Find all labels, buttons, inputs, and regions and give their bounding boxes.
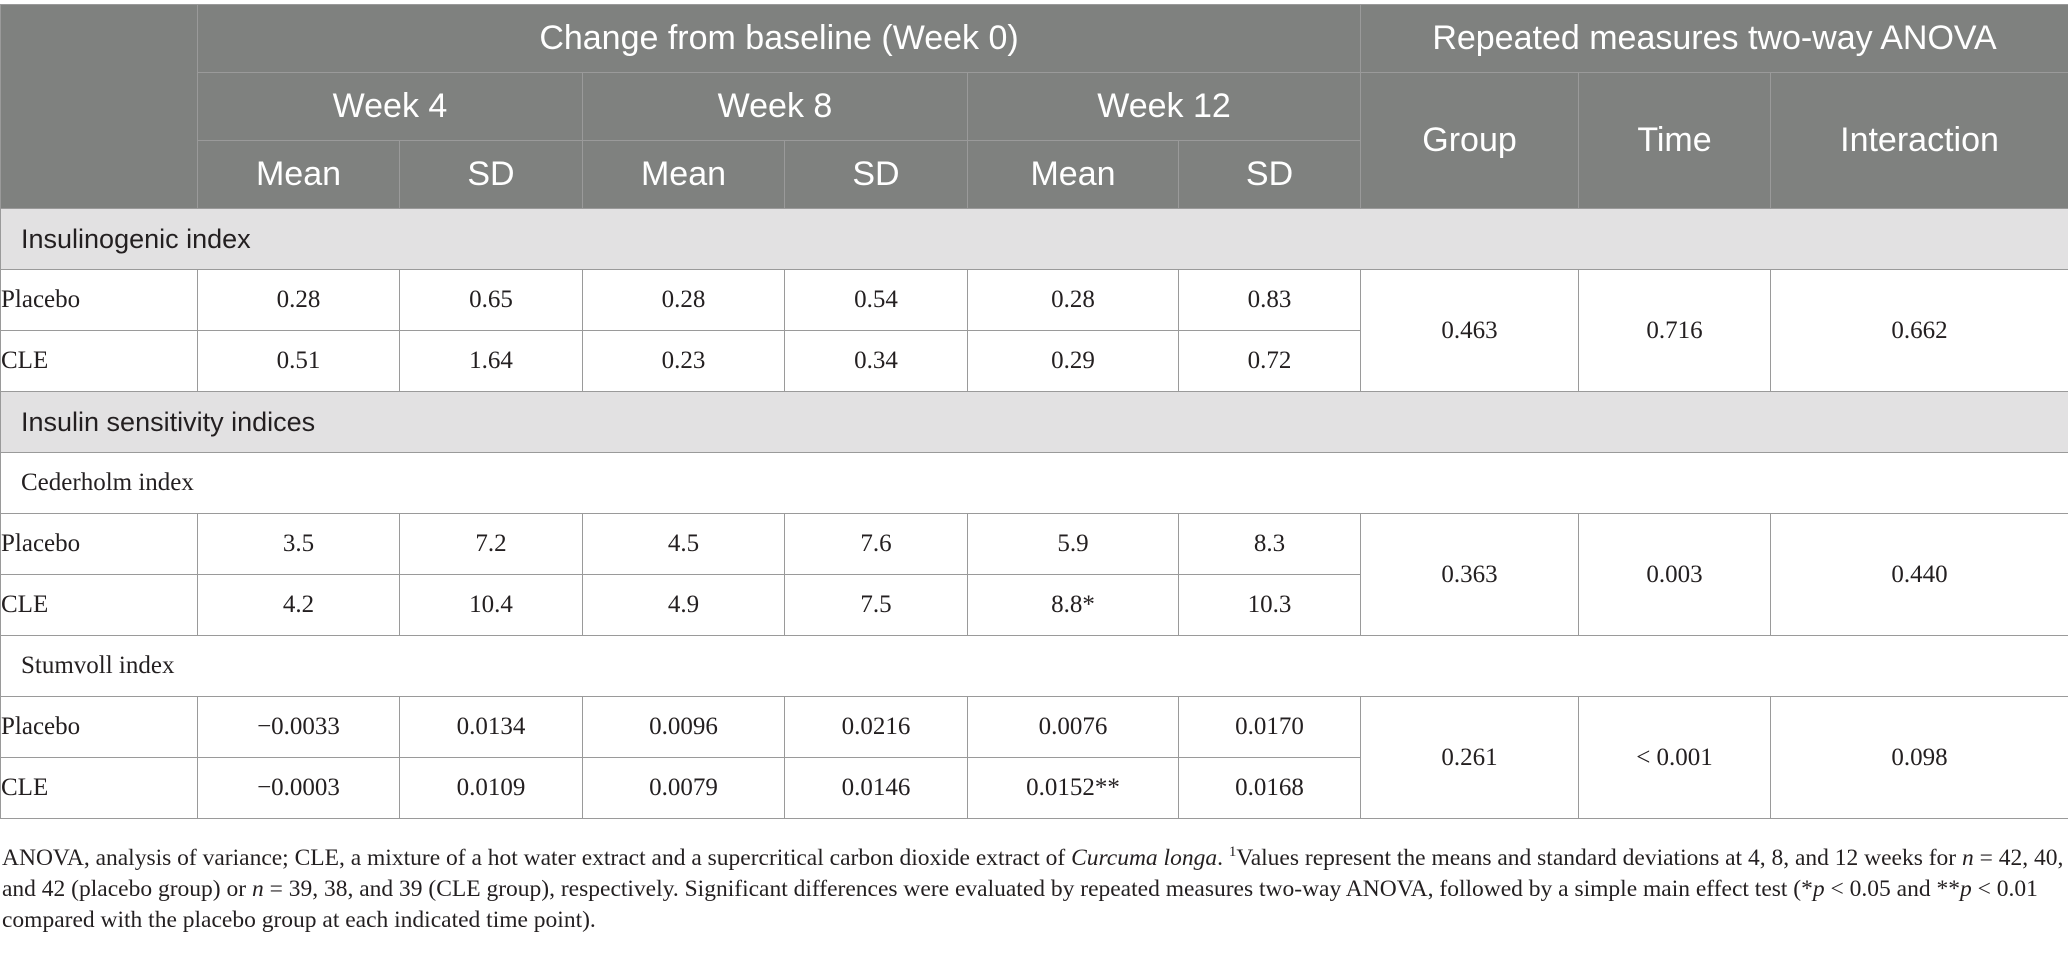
value-cell: 1.64 — [399, 330, 583, 392]
subsection-title: Stumvoll index — [0, 635, 2068, 697]
value-cell: 0.0170 — [1177, 696, 1362, 758]
value-cell: 0.0109 — [399, 757, 583, 819]
footnote-italic-n: n — [251, 876, 264, 902]
value-cell: 0.0146 — [784, 757, 968, 819]
table-header: Change from baseline (Week 0) Repeated m… — [0, 4, 2068, 209]
value-cell: 7.6 — [784, 513, 968, 575]
value-cell: 0.65 — [399, 269, 583, 331]
anova-header: Repeated measures two-way ANOVA — [1360, 4, 2068, 73]
change-from-baseline-header: Change from baseline (Week 0) — [196, 4, 1362, 73]
value-cell: 0.0096 — [582, 696, 785, 758]
results-table: Change from baseline (Week 0) Repeated m… — [0, 4, 2068, 819]
table-footnote: ANOVA, analysis of variance; CLE, a mixt… — [2, 843, 2064, 936]
footnote-text: < 0.05 and ** — [1824, 876, 1960, 902]
section-title: Insulin sensitivity indices — [0, 391, 2068, 453]
week-header: Week 12 — [966, 72, 1362, 141]
value-cell: 5.9 — [967, 513, 1179, 575]
anova-interaction-p: 0.098 — [1770, 696, 2068, 819]
subsection-row: Cederholm index — [0, 452, 2068, 514]
value-cell: 0.83 — [1177, 269, 1362, 331]
anova-time-p: 0.003 — [1578, 513, 1772, 636]
table-body: Insulinogenic index Placebo 0.28 0.65 0.28 0.… — [0, 208, 2068, 819]
value-cell: 0.0168 — [1177, 757, 1362, 819]
value-cell: 10.4 — [399, 574, 583, 636]
value-cell: 0.0076 — [967, 696, 1179, 758]
group-header: Group — [1360, 72, 1580, 209]
value-cell: 0.0079 — [582, 757, 785, 819]
anova-group-p: 0.363 — [1360, 513, 1580, 636]
value-cell: 0.72 — [1177, 330, 1362, 392]
table-row: Placebo 0.28 0.65 0.28 0.54 0.28 0.83 0.463 0.71… — [0, 269, 2068, 392]
table-row: Placebo −0.0033 0.0134 0.0096 0.0216 0.0076 0.… — [0, 696, 2068, 819]
sd-header: SD — [1177, 140, 1362, 209]
value-cell: 0.28 — [582, 269, 785, 331]
footnote-text: ANOVA, analysis of variance; CLE, a mixt… — [2, 845, 1072, 871]
row-label: Placebo — [0, 513, 198, 575]
footnote-italic-p: p — [1959, 876, 1972, 902]
row-label: CLE — [0, 330, 198, 392]
value-cell: 4.2 — [197, 574, 400, 636]
value-cell: 0.0134 — [399, 696, 583, 758]
value-cell: 0.0152** — [967, 757, 1179, 819]
row-label: CLE — [0, 574, 198, 636]
table-row: Placebo 3.5 7.2 4.5 7.6 5.9 8.3 0.363 0.003 0.440 — [0, 513, 2068, 636]
time-header: Time — [1578, 72, 1772, 209]
row-label: Placebo — [0, 269, 198, 331]
anova-group-p: 0.463 — [1360, 269, 1580, 392]
row-label: Placebo — [0, 696, 198, 758]
section-title: Insulinogenic index — [0, 208, 2068, 270]
interaction-header: Interaction — [1770, 72, 2068, 209]
footnote-text: < 0.01 compared with the placebo group a… — [2, 876, 2038, 933]
section-row: Insulin sensitivity indices — [0, 391, 2068, 453]
week-header: Week 8 — [582, 72, 968, 141]
subsection-title: Cederholm index — [0, 452, 2068, 514]
anova-interaction-p: 0.440 — [1770, 513, 2068, 636]
subsection-row: Stumvoll index — [0, 635, 2068, 697]
value-cell: 8.3 — [1177, 513, 1362, 575]
anova-group-p: 0.261 — [1360, 696, 1580, 819]
value-cell: 0.23 — [582, 330, 785, 392]
footnote-species: Curcuma longa — [1071, 845, 1218, 871]
sd-header: SD — [784, 140, 968, 209]
table-row: CLE −0.0003 0.0109 0.0079 0.0146 0.0152** 0.01… — [0, 757, 2068, 819]
row-label: CLE — [0, 757, 198, 819]
footnote-text: Values represent the means and standard … — [1236, 845, 1963, 871]
value-cell: 3.5 — [197, 513, 400, 575]
value-cell: −0.0033 — [197, 696, 400, 758]
anova-time-p: 0.716 — [1578, 269, 1772, 392]
value-cell: 0.28 — [967, 269, 1179, 331]
mean-header: Mean — [197, 140, 400, 209]
header-blank-cell — [0, 4, 198, 209]
value-cell: 10.3 — [1177, 574, 1362, 636]
table-row: CLE 4.2 10.4 4.9 7.5 8.8* 10.3 — [0, 574, 2068, 636]
value-cell: 0.54 — [784, 269, 968, 331]
value-cell: 0.29 — [967, 330, 1179, 392]
value-cell: 7.2 — [399, 513, 583, 575]
value-cell: 7.5 — [784, 574, 968, 636]
mean-header: Mean — [967, 140, 1179, 209]
footnote-text: . — [1217, 845, 1229, 871]
value-cell: 0.28 — [197, 269, 400, 331]
value-cell: 0.0216 — [784, 696, 968, 758]
value-cell: 4.9 — [582, 574, 785, 636]
value-cell: 0.51 — [197, 330, 400, 392]
footnote-italic-n: n — [1962, 845, 1974, 871]
footnote-text: = 39, 38, and 39 (CLE group), respective… — [263, 876, 1813, 902]
sd-header: SD — [399, 140, 583, 209]
footnote-italic-p: p — [1812, 876, 1825, 902]
anova-interaction-p: 0.662 — [1770, 269, 2068, 392]
value-cell: 4.5 — [582, 513, 785, 575]
footnote-text: = 42, 40, and 42 (placebo group) or — [2, 845, 2064, 902]
value-cell: −0.0003 — [197, 757, 400, 819]
value-cell: 0.34 — [784, 330, 968, 392]
section-row: Insulinogenic index — [0, 208, 2068, 270]
mean-header: Mean — [582, 140, 785, 209]
anova-time-p: < 0.001 — [1578, 696, 1772, 819]
footnote-superscript: 1 — [1228, 844, 1237, 861]
week-header: Week 4 — [197, 72, 583, 141]
value-cell: 8.8* — [967, 574, 1179, 636]
